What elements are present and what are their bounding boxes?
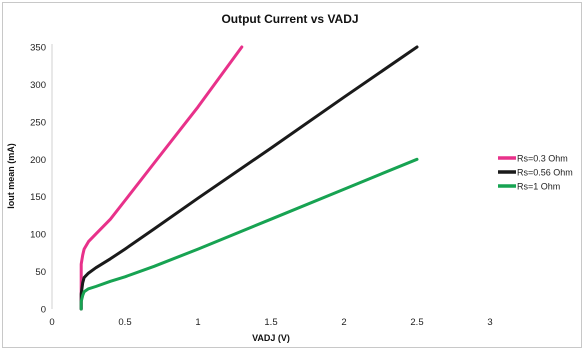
- legend: Rs=0.3 Ohm Rs=0.56 Ohm Rs=1 Ohm: [498, 154, 573, 192]
- y-tick-label: 0: [41, 305, 46, 316]
- y-tick-label: 350: [30, 43, 46, 54]
- y-tick-labels: 0 50 100 150 200 250 300 350: [30, 43, 46, 316]
- legend-label: Rs=0.3 Ohm: [517, 154, 568, 164]
- y-tick-label: 150: [30, 192, 46, 203]
- series-lines: [79, 45, 419, 311]
- series-line-2: [79, 45, 419, 311]
- y-tick-label: 100: [30, 230, 46, 241]
- x-tick-label: 3: [487, 317, 492, 328]
- legend-label: Rs=0.56 Ohm: [517, 168, 573, 178]
- x-axis-label: VADJ (V): [252, 333, 290, 343]
- y-axis-label: Iout mean (mA): [6, 143, 16, 209]
- series-line-1: [79, 45, 244, 311]
- x-tick-label: 2.5: [410, 317, 423, 328]
- x-tick-label: 1.5: [264, 317, 277, 328]
- chart-title: Output Current vs VADJ: [221, 12, 358, 26]
- x-tick-label: 1: [195, 317, 200, 328]
- x-tick-labels: 0 0.5 1 1.5 2 2.5 3: [49, 317, 492, 328]
- legend-label: Rs=1 Ohm: [517, 182, 560, 192]
- series-line-3: [79, 157, 419, 311]
- y-tick-label: 250: [30, 117, 46, 128]
- x-tick-label: 0: [49, 317, 54, 328]
- x-tick-label: 2: [341, 317, 346, 328]
- y-tick-label: 200: [30, 155, 46, 166]
- y-tick-label: 300: [30, 80, 46, 91]
- x-tick-label: 0.5: [118, 317, 131, 328]
- y-tick-label: 50: [35, 267, 46, 278]
